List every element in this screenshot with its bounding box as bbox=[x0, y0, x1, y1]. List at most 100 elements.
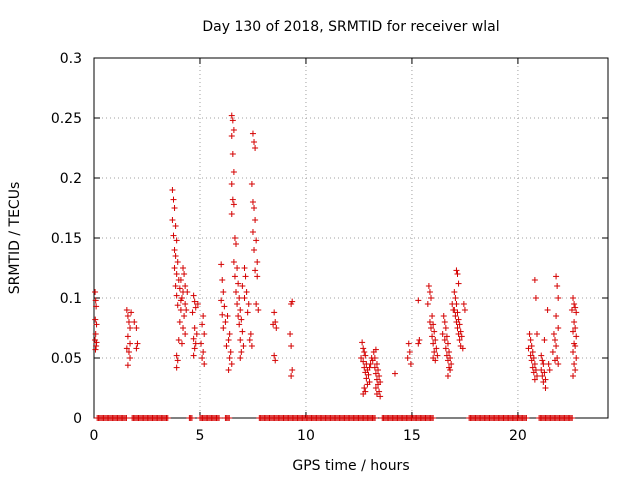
data-point bbox=[174, 302, 181, 309]
data-point bbox=[527, 337, 534, 343]
data-point bbox=[271, 309, 278, 316]
data-point bbox=[570, 349, 577, 355]
data-point bbox=[127, 355, 134, 361]
data-point bbox=[236, 321, 243, 328]
data-point bbox=[173, 292, 180, 299]
data-point bbox=[218, 261, 225, 268]
data-point bbox=[251, 139, 258, 145]
data-point bbox=[460, 301, 467, 307]
data-point bbox=[253, 237, 260, 244]
data-point bbox=[538, 352, 545, 359]
data-point bbox=[454, 309, 461, 316]
data-point bbox=[571, 361, 578, 367]
data-point bbox=[133, 325, 140, 331]
data-point bbox=[416, 337, 423, 343]
data-point bbox=[172, 253, 179, 259]
data-point bbox=[540, 379, 547, 385]
data-point bbox=[241, 265, 248, 271]
data-point bbox=[190, 352, 197, 359]
data-point bbox=[228, 361, 235, 367]
data-point bbox=[360, 345, 367, 352]
data-point bbox=[541, 337, 548, 343]
data-point bbox=[249, 199, 256, 205]
data-point bbox=[527, 352, 534, 359]
data-point bbox=[228, 112, 235, 119]
data-point bbox=[92, 316, 99, 323]
x-axis-label: GPS time / hours bbox=[292, 458, 409, 474]
data-point bbox=[369, 357, 376, 364]
data-point bbox=[238, 349, 245, 355]
data-point bbox=[529, 349, 536, 355]
data-point bbox=[176, 285, 183, 292]
data-point bbox=[544, 307, 551, 313]
data-point bbox=[237, 355, 244, 361]
data-point bbox=[568, 307, 575, 313]
data-point bbox=[528, 357, 535, 364]
data-point bbox=[229, 196, 236, 203]
data-point bbox=[125, 349, 132, 355]
grid-lines bbox=[94, 58, 608, 418]
data-point bbox=[245, 301, 252, 307]
data-point bbox=[448, 361, 455, 367]
data-point bbox=[246, 337, 253, 343]
data-point bbox=[529, 364, 536, 371]
data-point bbox=[233, 241, 240, 247]
data-point bbox=[572, 304, 579, 311]
data-points bbox=[92, 112, 580, 421]
data-point bbox=[373, 391, 380, 397]
data-point bbox=[405, 340, 412, 347]
data-point bbox=[373, 376, 380, 383]
data-point bbox=[228, 211, 235, 217]
y-tick-labels: 0 0.05 0.1 0.15 0.2 0.25 0.3 bbox=[51, 51, 82, 427]
data-point bbox=[533, 373, 540, 379]
data-point bbox=[362, 352, 369, 359]
data-point bbox=[223, 343, 230, 349]
data-point bbox=[254, 259, 261, 265]
data-point bbox=[225, 337, 232, 343]
data-point bbox=[553, 273, 560, 280]
data-point bbox=[554, 283, 561, 289]
data-point bbox=[235, 280, 242, 287]
chart-title: Day 130 of 2018, SRMTID for receiver wla… bbox=[202, 19, 499, 35]
data-point bbox=[540, 361, 547, 367]
data-point bbox=[364, 381, 371, 388]
data-point bbox=[177, 277, 184, 283]
data-point bbox=[288, 373, 295, 379]
x-tick-labels: 0 5 10 15 20 bbox=[90, 428, 527, 444]
data-point bbox=[93, 321, 100, 328]
data-point bbox=[224, 313, 231, 319]
data-point bbox=[273, 325, 280, 331]
data-point bbox=[176, 319, 183, 325]
data-point bbox=[242, 273, 249, 280]
data-point bbox=[251, 247, 258, 253]
data-point bbox=[237, 307, 244, 313]
data-point bbox=[526, 331, 533, 337]
data-point bbox=[531, 361, 538, 367]
x-tick-label: 15 bbox=[403, 428, 421, 444]
data-point bbox=[239, 283, 246, 289]
data-point bbox=[247, 331, 254, 337]
data-point bbox=[226, 355, 233, 361]
data-point bbox=[553, 313, 560, 319]
data-point bbox=[441, 319, 448, 325]
data-point bbox=[174, 357, 181, 364]
data-point bbox=[371, 364, 378, 371]
y-tick-label: 0.15 bbox=[51, 231, 82, 247]
data-point bbox=[573, 309, 580, 316]
data-point bbox=[441, 337, 448, 343]
x-tick-label: 20 bbox=[509, 428, 527, 444]
data-point bbox=[228, 133, 235, 139]
data-point bbox=[361, 364, 368, 371]
data-point bbox=[453, 267, 460, 274]
data-point bbox=[361, 385, 368, 391]
data-point bbox=[542, 385, 549, 391]
data-point bbox=[216, 415, 223, 421]
data-point bbox=[128, 309, 135, 316]
data-point bbox=[174, 259, 181, 265]
data-point bbox=[252, 267, 259, 274]
data-point bbox=[362, 369, 369, 376]
data-point bbox=[230, 201, 237, 208]
data-point bbox=[446, 349, 453, 355]
x-tick-label: 5 bbox=[196, 428, 205, 444]
data-point bbox=[361, 349, 368, 355]
